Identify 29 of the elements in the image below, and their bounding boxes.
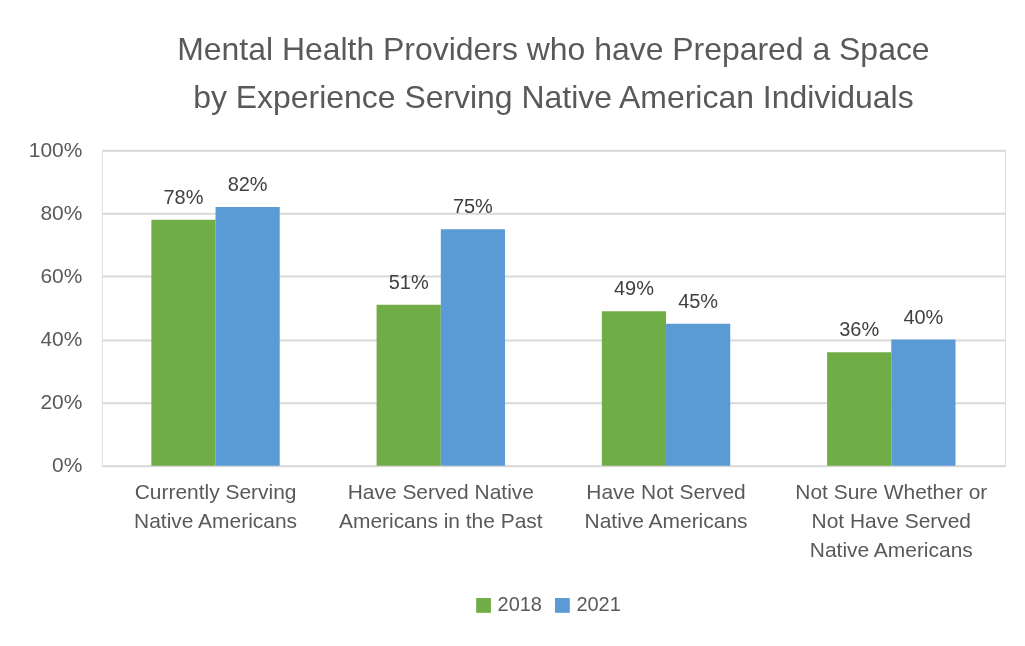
y-tick-label: 80%: [40, 200, 83, 224]
bar: [666, 323, 731, 466]
chart-title: Mental Health Providers who have Prepared a Space by Experience Serving Native American Individuals: [177, 31, 930, 116]
y-tick-label: 20%: [40, 390, 83, 414]
bar: [601, 311, 667, 466]
bar: [215, 207, 280, 466]
data-label: 36%: [839, 318, 880, 341]
bar: [891, 339, 956, 466]
x-tick-label: Not Sure Whether or Not Have Served Native Americans: [795, 480, 988, 562]
bar: [440, 229, 505, 466]
data-label: 75%: [452, 195, 494, 218]
y-tick-label: 0%: [52, 453, 83, 477]
bar: [151, 219, 216, 466]
y-tick-label: 100%: [28, 137, 83, 161]
data-label: 45%: [678, 289, 719, 312]
y-tick-label: 60%: [40, 263, 83, 287]
x-tick-label: Have Served Native Americans in the Past: [338, 480, 543, 533]
x-tick-label: Have Not Served Native Americans: [584, 480, 748, 533]
x-tick-label: Currently Serving Native Americans: [134, 480, 298, 533]
y-tick-label: 40%: [40, 327, 83, 351]
data-label: 78%: [163, 185, 204, 208]
data-label: 82%: [227, 173, 268, 196]
legend-label: 2021: [576, 593, 621, 616]
data-label: 51%: [388, 270, 429, 293]
data-label: 40%: [903, 305, 944, 328]
bar: [376, 304, 441, 466]
data-label: 49%: [613, 277, 655, 300]
legend-label: 2018: [497, 593, 542, 616]
bar: [827, 352, 892, 466]
